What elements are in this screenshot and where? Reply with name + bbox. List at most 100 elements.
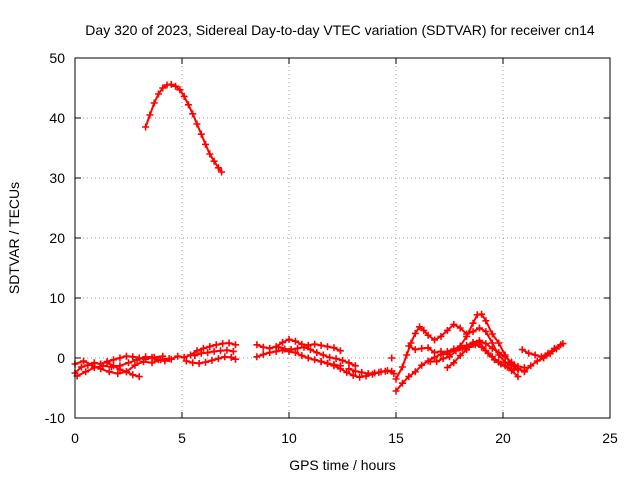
- data-point: [225, 339, 233, 347]
- data-point: [495, 358, 503, 366]
- data-point: [259, 350, 267, 358]
- data-point: [159, 84, 167, 92]
- data-point: [99, 362, 107, 370]
- data-point: [165, 355, 173, 363]
- data-point: [339, 356, 346, 364]
- data-point: [202, 358, 210, 366]
- data-point: [298, 352, 306, 360]
- data-point: [291, 337, 299, 345]
- data-point: [184, 101, 192, 109]
- series-arc-high: [142, 80, 226, 176]
- data-point: [371, 369, 379, 377]
- data-point: [411, 329, 419, 337]
- data-point: [148, 359, 156, 367]
- data-point: [105, 368, 113, 376]
- data-point: [146, 111, 154, 119]
- data-point: [291, 349, 299, 357]
- data-point: [443, 364, 451, 372]
- data-point: [125, 359, 132, 367]
- data-point: [514, 373, 522, 381]
- data-point: [392, 387, 400, 395]
- y-tick-label: 40: [49, 110, 65, 126]
- data-point: [527, 362, 535, 370]
- data-point: [214, 164, 222, 172]
- data-point: [446, 353, 453, 361]
- data-point: [336, 347, 344, 355]
- data-point: [336, 365, 344, 373]
- data-point: [193, 347, 201, 355]
- data-point: [154, 90, 162, 98]
- data-point: [142, 353, 150, 361]
- data-point: [324, 359, 332, 367]
- data-point: [469, 340, 477, 348]
- data-point: [495, 351, 503, 359]
- series-arc-i: [274, 343, 359, 370]
- data-point: [383, 367, 391, 375]
- data-point: [259, 343, 267, 351]
- data-point: [227, 353, 235, 361]
- data-point: [405, 342, 413, 350]
- data-point: [82, 368, 90, 376]
- data-point: [202, 140, 210, 148]
- data-point: [475, 338, 483, 346]
- data-point: [478, 310, 486, 318]
- data-point: [450, 320, 458, 328]
- data-point: [103, 359, 111, 367]
- series-arc-c: [73, 352, 167, 380]
- data-point: [437, 347, 445, 355]
- data-point: [133, 356, 141, 364]
- data-point: [206, 150, 214, 158]
- data-point: [495, 339, 503, 347]
- data-point: [550, 344, 558, 352]
- data-point: [398, 363, 406, 371]
- data-point: [129, 371, 137, 379]
- data-point: [311, 340, 319, 348]
- data-point: [501, 351, 509, 359]
- data-point: [218, 168, 226, 176]
- data-point: [306, 346, 314, 354]
- data-point: [116, 365, 124, 373]
- x-tick-label: 25: [602, 430, 618, 446]
- series-arc-k: [345, 365, 398, 378]
- data-point: [182, 357, 190, 365]
- data-point: [176, 86, 184, 94]
- data-point: [287, 346, 295, 354]
- data-point: [330, 362, 338, 370]
- data-point: [311, 356, 319, 364]
- x-tick-label: 0: [71, 430, 79, 446]
- data-point: [358, 368, 366, 376]
- y-axis-label: SDTVAR / TECUs: [6, 182, 22, 294]
- data-point: [324, 343, 332, 351]
- data-point: [210, 347, 218, 355]
- data-point: [403, 351, 411, 359]
- series-arc-r: [518, 341, 565, 361]
- data-point: [294, 344, 302, 352]
- data-point: [469, 319, 477, 327]
- data-point: [174, 352, 182, 360]
- series-line: [446, 341, 519, 378]
- data-point: [304, 354, 312, 362]
- data-point: [356, 373, 364, 381]
- data-point: [469, 328, 477, 336]
- data-point: [139, 358, 147, 366]
- data-point: [343, 368, 351, 376]
- data-point: [482, 328, 490, 336]
- data-point: [351, 367, 359, 375]
- series-arc-g: [253, 335, 344, 355]
- data-point: [212, 341, 220, 349]
- data-point: [131, 361, 139, 369]
- data-point: [129, 353, 137, 361]
- data-point: [431, 336, 439, 344]
- data-point: [456, 352, 464, 360]
- data-point: [433, 358, 441, 366]
- data-point: [274, 343, 282, 351]
- data-point: [281, 345, 289, 353]
- data-point: [319, 351, 327, 359]
- data-point: [221, 353, 229, 361]
- data-point: [219, 340, 227, 348]
- data-point: [90, 364, 98, 372]
- data-point: [253, 353, 261, 361]
- series-arc-e: [182, 353, 239, 367]
- data-point: [122, 368, 130, 376]
- data-point: [424, 344, 432, 352]
